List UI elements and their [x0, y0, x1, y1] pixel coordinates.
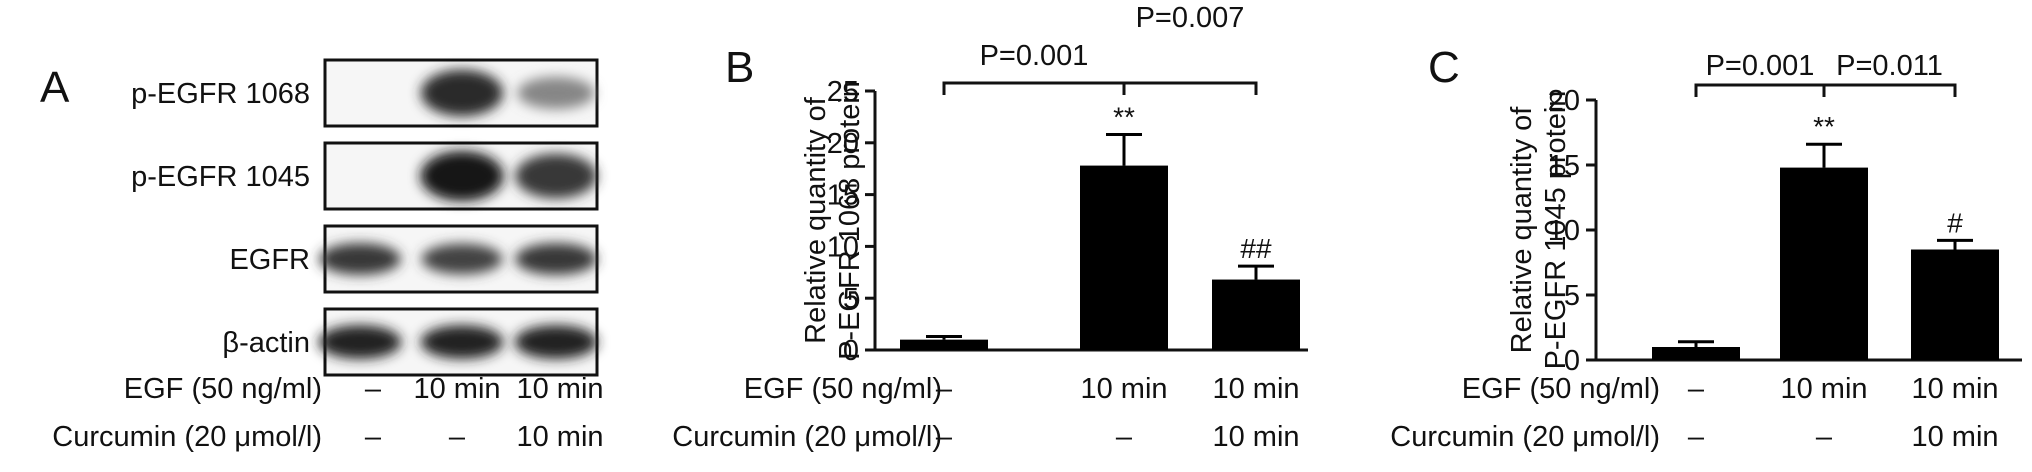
blot-band	[517, 76, 595, 110]
blot-band	[514, 325, 598, 359]
y-tick-label: 10	[1548, 215, 1580, 247]
comparison-bracket	[1122, 81, 1258, 95]
bar	[1080, 165, 1168, 350]
condition-value: –	[936, 373, 953, 405]
condition-label: EGF (50 ng/ml)	[124, 373, 322, 405]
condition-value: –	[365, 421, 382, 453]
chart-b: Relative quantity of P-EGFR 1068 protein0…	[672, 2, 1308, 453]
blot-row-label: p-EGFR 1068	[131, 78, 310, 110]
significance-label: ##	[1240, 233, 1272, 264]
y-tick-label: 5	[1564, 280, 1580, 312]
y-tick-label: 15	[827, 180, 859, 212]
condition-label: EGF (50 ng/ml)	[744, 373, 942, 405]
condition-value: 10 min	[516, 373, 603, 405]
condition-value: –	[936, 421, 953, 453]
bar	[1212, 279, 1300, 350]
comparison-bracket	[942, 81, 1126, 95]
blot-band	[421, 243, 503, 275]
y-axis-label: Relative quantity of P-EGFR 1068 protein	[800, 81, 866, 360]
comparison-bracket	[1822, 83, 1957, 97]
condition-value: 10 min	[1780, 373, 1867, 405]
panel-c-letter: C	[1428, 43, 1460, 92]
y-tick-label: 10	[827, 231, 859, 263]
condition-label: Curcumin (20 μmol/l)	[672, 421, 942, 453]
condition-label: Curcumin (20 μmol/l)	[1390, 421, 1660, 453]
blot-band	[420, 69, 504, 117]
bar	[1780, 167, 1868, 360]
p-value-label: P=0.011	[1836, 50, 1943, 82]
blot-row-label: p-EGFR 1045	[131, 161, 310, 193]
y-axis-label-line2: P-EGFR 1068 protein	[834, 81, 866, 360]
p-value-label: P=0.001	[1706, 50, 1815, 82]
condition-value: 10 min	[516, 421, 603, 453]
y-tick-label: 15	[1548, 150, 1580, 182]
condition-value: 10 min	[1080, 373, 1167, 405]
condition-value: 10 min	[1911, 373, 1998, 405]
y-axis-label-line1: Relative quantity of	[1506, 106, 1538, 354]
y-tick-label: 5	[843, 283, 859, 315]
blot-band	[318, 325, 402, 359]
condition-value: –	[1116, 421, 1133, 453]
y-axis-label-line1: Relative quantity of	[800, 96, 832, 344]
p-value-label: P=0.001	[980, 40, 1089, 72]
blot-band	[515, 153, 597, 199]
blot-row-label: β-actin	[222, 327, 310, 359]
condition-label: Curcumin (20 μmol/l)	[52, 421, 322, 453]
bar	[1911, 249, 1999, 360]
condition-value: 10 min	[1212, 421, 1299, 453]
significance-label: **	[1113, 102, 1135, 133]
blot-band	[420, 325, 504, 359]
blot-band	[515, 243, 597, 275]
y-tick-label: 0	[1564, 345, 1580, 377]
panel-a-letter: A	[40, 63, 70, 112]
y-tick-label: 20	[1548, 85, 1580, 117]
bar	[900, 339, 988, 350]
chart-c: Relative quantity of P-EGFR 1045 protein0…	[1390, 50, 2022, 453]
condition-value: 10 min	[413, 373, 500, 405]
comparison-bracket	[1694, 83, 1826, 97]
significance-label: **	[1813, 111, 1835, 142]
condition-value: –	[1816, 421, 1833, 453]
blot-band	[319, 243, 401, 275]
condition-label: EGF (50 ng/ml)	[1462, 373, 1660, 405]
condition-value: –	[365, 373, 382, 405]
condition-value: 10 min	[1911, 421, 1998, 453]
panel-b-letter: B	[725, 43, 754, 92]
y-tick-label: 25	[827, 76, 859, 108]
p-value-label: P=0.007	[1136, 2, 1245, 34]
condition-value: –	[1688, 373, 1705, 405]
condition-value: 10 min	[1212, 373, 1299, 405]
blot-row-label: EGFR	[229, 244, 310, 276]
y-axis-label: Relative quantity of P-EGFR 1045 protein	[1506, 91, 1572, 370]
y-tick-label: 20	[827, 128, 859, 160]
y-axis-label-line2: P-EGFR 1045 protein	[1540, 91, 1572, 370]
condition-value: –	[1688, 421, 1705, 453]
blot-band	[420, 150, 504, 202]
western-blot: p-EGFR 1068 p-EGFR 1045 EGFR β-actin	[131, 58, 599, 377]
significance-label: #	[1947, 207, 1963, 238]
bar	[1652, 347, 1740, 360]
y-tick-label: 0	[843, 335, 859, 367]
condition-value: –	[449, 421, 466, 453]
